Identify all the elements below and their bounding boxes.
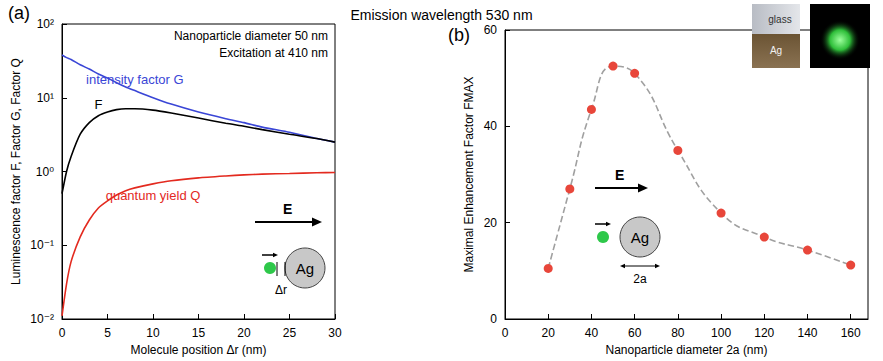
svg-text:60: 60 bbox=[484, 23, 498, 37]
svg-text:160: 160 bbox=[841, 326, 861, 340]
svg-text:20: 20 bbox=[237, 326, 251, 340]
svg-text:2a: 2a bbox=[633, 272, 647, 286]
svg-text:glass: glass bbox=[768, 14, 791, 25]
svg-text:5: 5 bbox=[104, 326, 111, 340]
svg-text:10⁻¹: 10⁻¹ bbox=[30, 238, 54, 252]
svg-text:10⁻²: 10⁻² bbox=[30, 312, 54, 326]
svg-text:Nanoparticle diameter 50 nm: Nanoparticle diameter 50 nm bbox=[174, 29, 328, 43]
svg-text:Ag: Ag bbox=[770, 45, 782, 56]
svg-text:E: E bbox=[615, 167, 624, 183]
svg-text:80: 80 bbox=[671, 326, 685, 340]
svg-text:Nanoparticle diameter 2a (nm): Nanoparticle diameter 2a (nm) bbox=[605, 343, 767, 357]
svg-text:10: 10 bbox=[146, 326, 160, 340]
svg-text:10²: 10² bbox=[37, 17, 54, 31]
svg-text:30: 30 bbox=[328, 326, 342, 340]
svg-text:Ag: Ag bbox=[296, 260, 314, 277]
svg-text:E: E bbox=[283, 201, 292, 217]
svg-text:(a): (a) bbox=[8, 3, 30, 23]
svg-text:Luminescence factor F, Factor: Luminescence factor F, Factor G, Factor … bbox=[9, 58, 23, 285]
svg-text:10¹: 10¹ bbox=[37, 91, 54, 105]
svg-text:quantum yield Q: quantum yield Q bbox=[106, 188, 201, 203]
svg-text:15: 15 bbox=[192, 326, 206, 340]
svg-text:0: 0 bbox=[59, 326, 66, 340]
svg-text:140: 140 bbox=[797, 326, 817, 340]
svg-text:40: 40 bbox=[484, 119, 498, 133]
svg-text:Emission wavelength 530 nm: Emission wavelength 530 nm bbox=[350, 7, 532, 23]
svg-text:(b): (b) bbox=[448, 25, 470, 45]
svg-text:120: 120 bbox=[754, 326, 774, 340]
svg-text:F: F bbox=[94, 97, 102, 112]
svg-text:Δr: Δr bbox=[275, 283, 287, 297]
svg-text:20: 20 bbox=[542, 326, 556, 340]
svg-text:100: 100 bbox=[711, 326, 731, 340]
svg-text:0: 0 bbox=[502, 326, 509, 340]
svg-text:60: 60 bbox=[628, 326, 642, 340]
svg-text:intensity factor G: intensity factor G bbox=[86, 72, 184, 87]
svg-text:10⁰: 10⁰ bbox=[36, 165, 54, 179]
svg-text:0: 0 bbox=[490, 312, 497, 326]
svg-text:Maximal Enhancement Factor FMA: Maximal Enhancement Factor FMAX bbox=[462, 76, 476, 272]
svg-text:25: 25 bbox=[283, 326, 297, 340]
svg-text:40: 40 bbox=[585, 326, 599, 340]
svg-text:Molecule position Δr (nm): Molecule position Δr (nm) bbox=[130, 343, 266, 357]
svg-text:Excitation at 410 nm: Excitation at 410 nm bbox=[219, 46, 328, 60]
svg-text:Ag: Ag bbox=[631, 229, 649, 246]
svg-text:20: 20 bbox=[484, 216, 498, 230]
